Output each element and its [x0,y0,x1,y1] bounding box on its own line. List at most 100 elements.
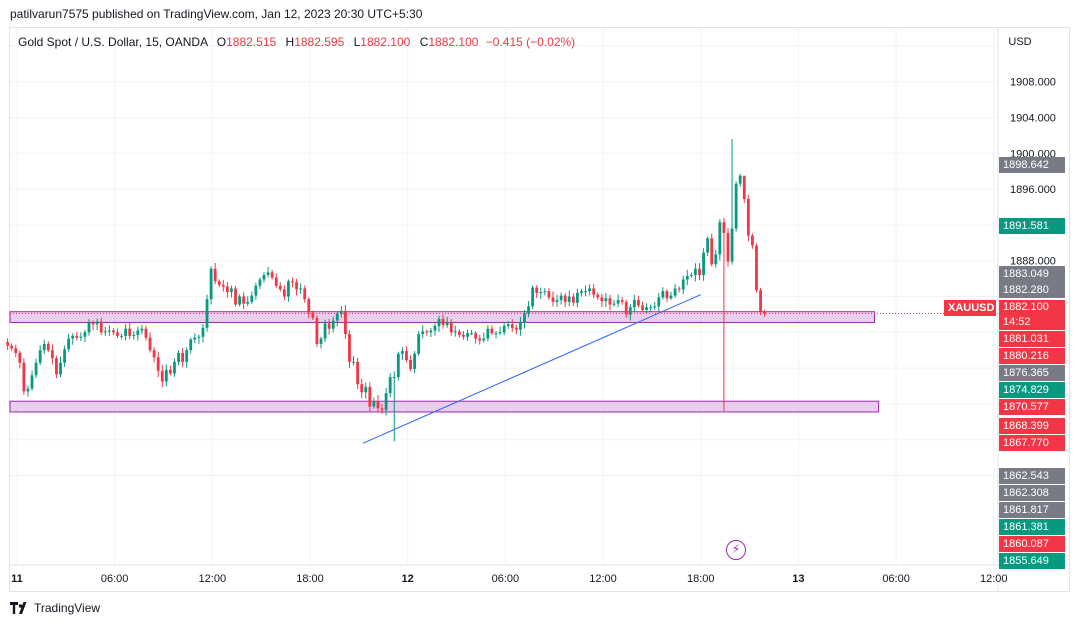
candle-body [63,349,66,362]
candle-body [373,401,376,406]
candle-body [397,354,400,377]
support-zone[interactable] [10,401,879,412]
candle-body [694,269,697,275]
support-zones [10,312,879,412]
candle-body [230,288,233,292]
candle-body [303,288,306,299]
candle-body [548,291,551,297]
price-tag: 1881.031 [999,331,1065,347]
candle-body [287,281,290,296]
candle-body [438,319,441,326]
candle-body [295,282,298,289]
axes: 1864.0001888.0001896.0001900.0001904.000… [10,28,1070,591]
price-tag: 1874.829 [999,382,1065,398]
candle-body [185,350,188,362]
candle-body [710,238,713,264]
candle-body [409,360,412,369]
candle-body [356,362,359,384]
low-value: 1882.100 [360,35,410,49]
candle-body [450,322,453,332]
price-tag: 1867.770 [999,435,1065,451]
high-label: H [286,35,295,49]
candle-body [686,276,689,280]
x-tick-label: 12 [402,573,414,585]
candle-body [523,314,526,323]
candle-body [47,344,50,350]
price-tag: 1882.280 [999,282,1065,298]
x-tick-label: 12:00 [980,573,1008,585]
candle-body [153,350,156,357]
candle-body [723,222,726,233]
candle-body [108,331,111,332]
candle-body [454,331,457,332]
x-tick-label: 06:00 [492,573,520,585]
candle-body [316,318,319,344]
change-value: −0.415 (−0.02%) [486,35,575,49]
candle-body [401,351,404,354]
candle-body [515,328,518,330]
price-tag: 1868.399 [999,418,1065,434]
candle-body [22,363,25,392]
candle-body [193,338,196,340]
candle-body [161,371,164,382]
x-tick-label: 13 [792,573,804,585]
candle-body [666,291,669,298]
open-value: 1882.515 [226,35,276,49]
candle-body [714,254,717,264]
candle-body [621,300,624,302]
candle-body [393,377,396,378]
candle-body [177,353,180,362]
price-chart[interactable]: 1864.0001888.0001896.0001900.0001904.000… [0,0,1079,600]
currency-label: USD [1008,36,1031,48]
candle-body [120,336,123,337]
candle-body [348,334,351,362]
candle-body [588,288,591,291]
lightning-icon[interactable]: ⚡ [726,540,746,560]
candle-body [385,393,388,410]
candle-body [552,297,555,301]
candle-body [718,222,721,254]
candle-body [189,339,192,350]
candle-body [324,323,327,338]
candle-body [320,339,323,344]
candle-body [59,363,62,375]
candle-body [751,236,754,246]
candle-body [478,339,481,341]
candle-body [263,275,266,279]
candle-body [141,329,144,331]
candle-body [75,336,78,338]
candle-body [474,333,477,338]
candle-body [576,293,579,303]
candle-body [670,296,673,299]
grid-lines [10,28,998,565]
candle-body [653,306,656,307]
candle-body [596,295,599,298]
candle-body [511,324,514,328]
candle-body [275,278,278,286]
candle-body [14,348,17,352]
current-price-tag: 1882.100 14:52 [999,300,1065,330]
candle-body [352,362,355,363]
candle-body [6,342,9,346]
candle-body [246,302,249,304]
candle-body [149,338,152,351]
open-label: O [217,35,226,49]
candle-body [79,337,82,338]
candle-body [633,300,636,307]
candle-body [259,279,262,285]
close-value: 1882.100 [428,35,478,49]
candle-body [739,176,742,184]
tradingview-logo-icon [10,602,30,614]
candle-body [173,362,176,374]
candle-body [735,184,738,229]
footer-brand: TradingView [34,601,100,615]
candle-body [124,329,127,336]
candle-body [291,281,294,282]
x-tick-label: 06:00 [882,573,910,585]
price-tag: 1862.543 [999,468,1065,484]
candle-body [755,245,758,290]
candle-body [71,336,74,339]
candle-body [564,296,567,302]
candle-body [92,322,95,324]
candle-body [299,288,302,289]
